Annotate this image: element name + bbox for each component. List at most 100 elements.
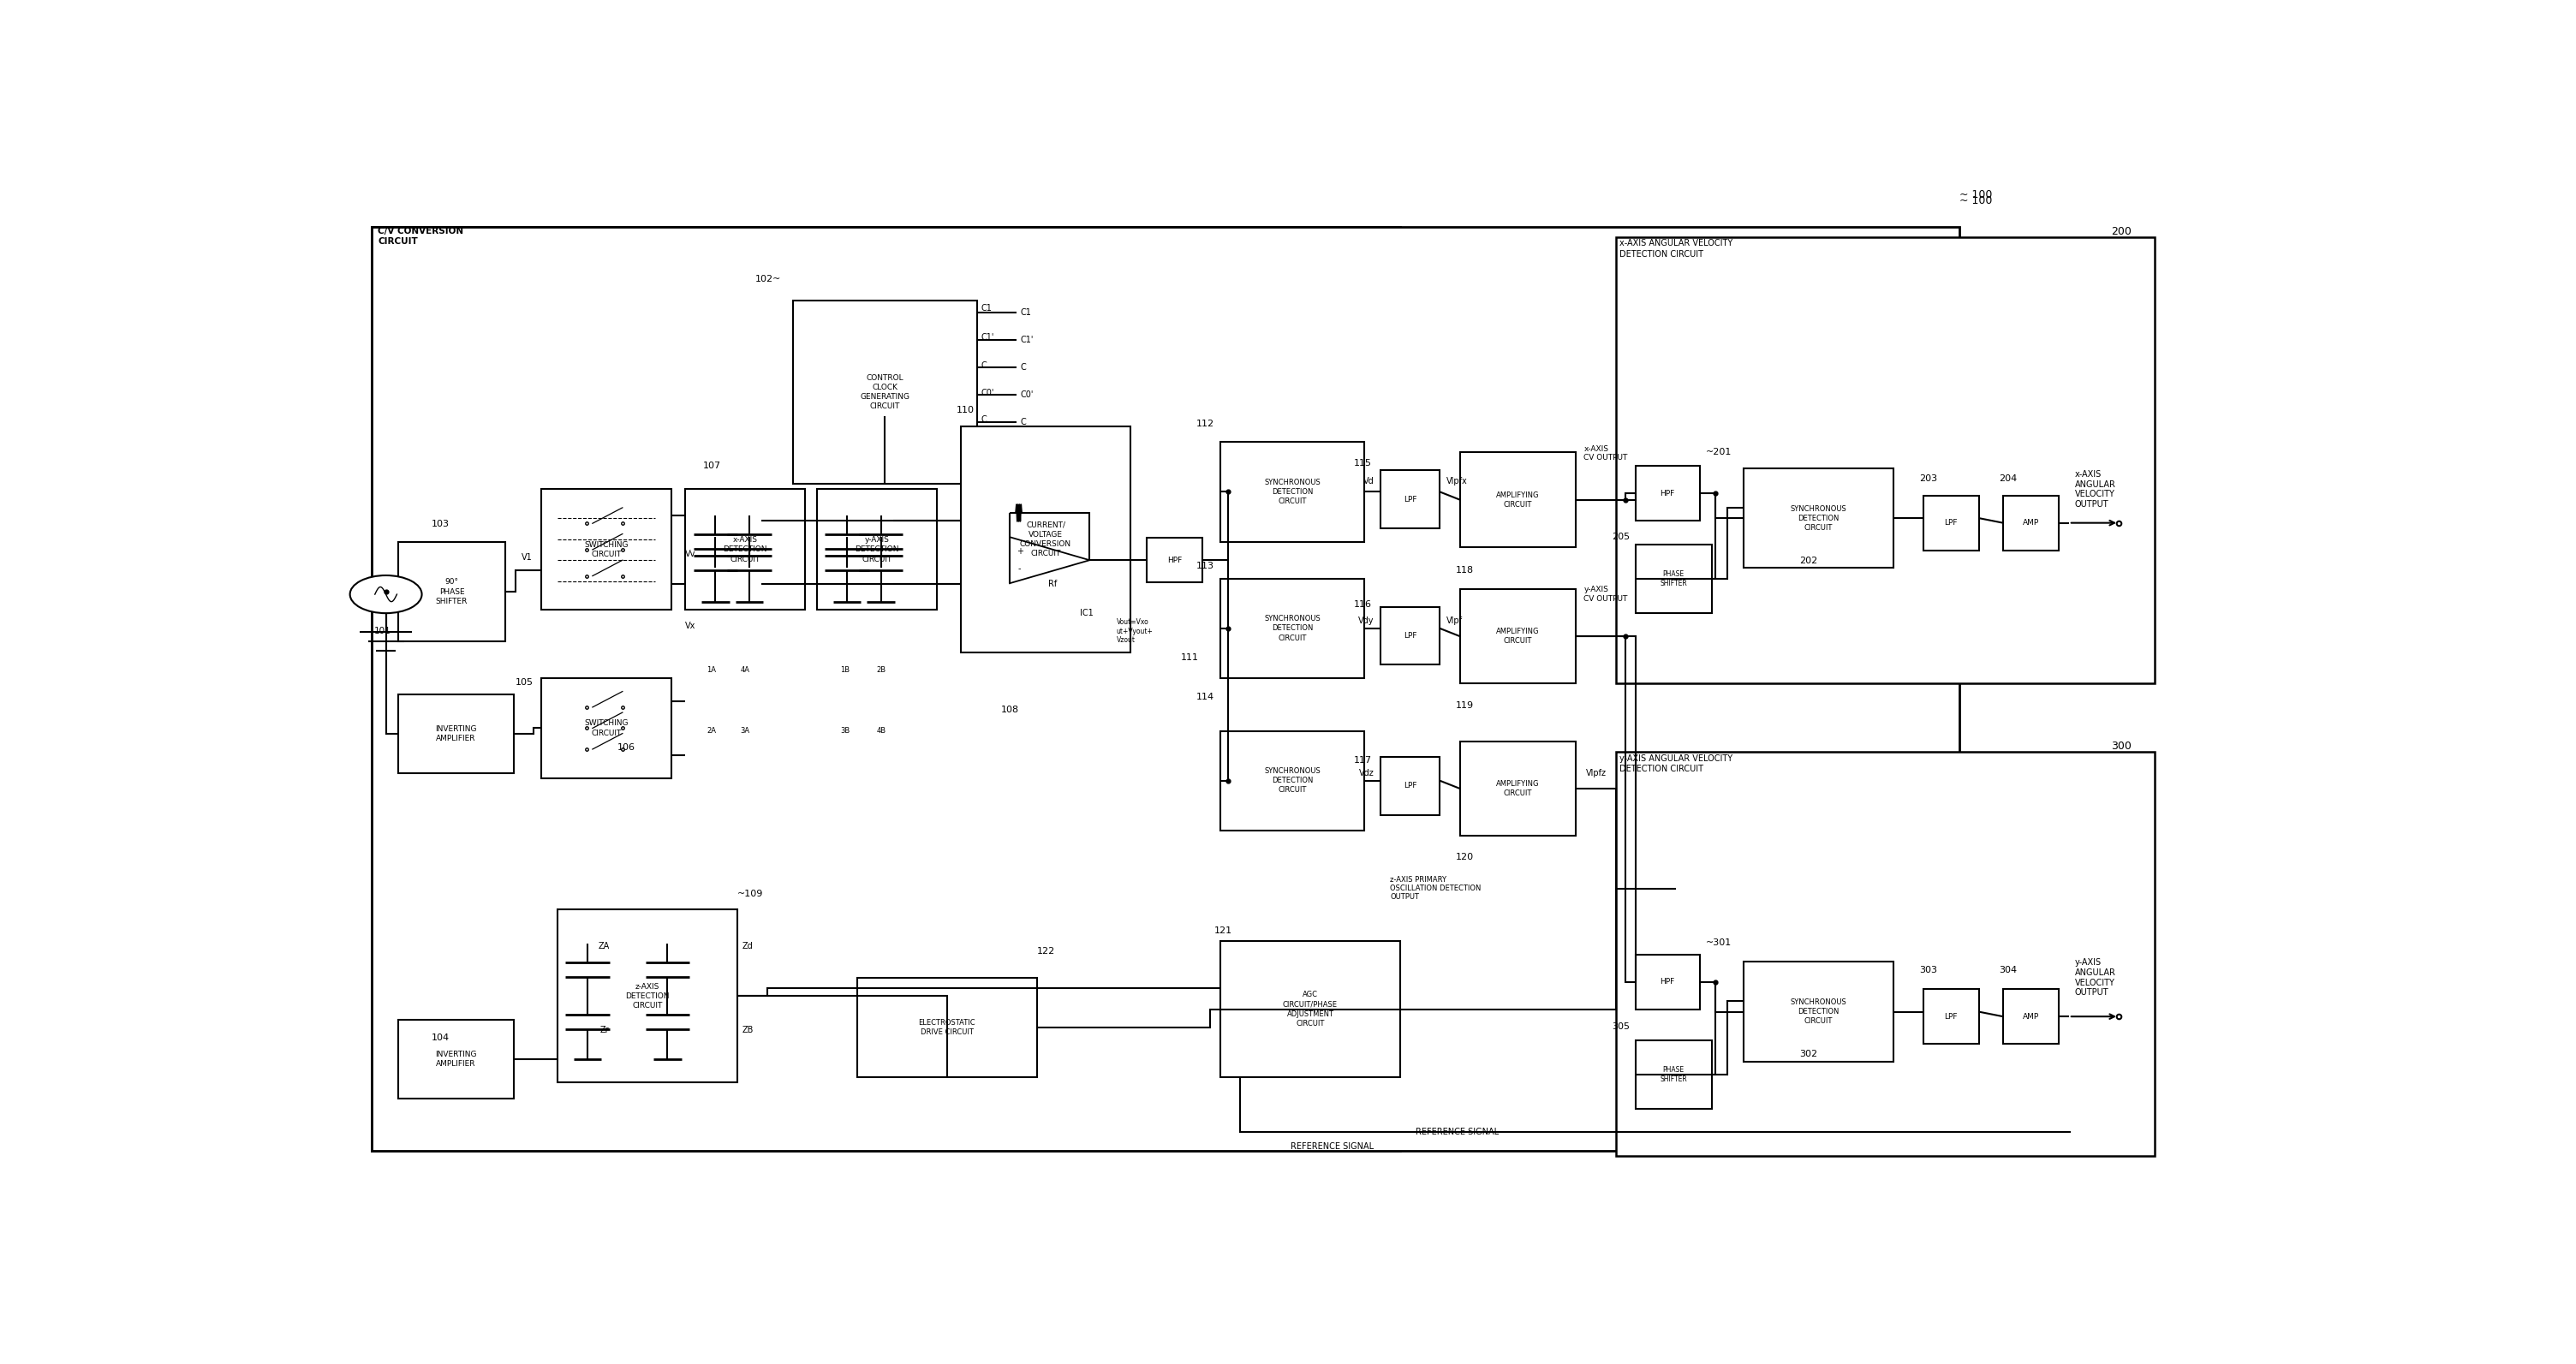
Bar: [1461, 453, 1577, 547]
Text: LPF: LPF: [1404, 632, 1417, 640]
Text: y-AXIS
CV OUTPUT: y-AXIS CV OUTPUT: [1584, 587, 1628, 603]
Text: AMP: AMP: [2022, 1012, 2040, 1020]
Text: SYNCHRONOUS
DETECTION
CIRCUIT: SYNCHRONOUS DETECTION CIRCUIT: [1265, 768, 1321, 794]
Bar: [858, 978, 1036, 1078]
Text: 110: 110: [956, 406, 974, 415]
Text: 103: 103: [433, 520, 451, 528]
Text: 3A: 3A: [739, 727, 750, 735]
Text: 104: 104: [433, 1034, 451, 1042]
Text: Vlpfx: Vlpfx: [1445, 476, 1468, 486]
Text: x-AXIS ANGULAR VELOCITY
DETECTION CIRCUIT: x-AXIS ANGULAR VELOCITY DETECTION CIRCUI…: [1620, 239, 1734, 259]
Bar: [1924, 495, 1978, 550]
Text: 111: 111: [1180, 653, 1198, 662]
Text: ZB: ZB: [742, 1026, 752, 1034]
Bar: [1744, 468, 1893, 567]
Text: 112: 112: [1195, 420, 1213, 428]
Text: Vv: Vv: [685, 550, 696, 559]
Text: +: +: [1018, 547, 1023, 557]
Text: y-AXIS ANGULAR VELOCITY
DETECTION CIRCUIT: y-AXIS ANGULAR VELOCITY DETECTION CIRCUI…: [1620, 754, 1734, 773]
Text: 114: 114: [1195, 693, 1213, 701]
Text: INVERTING
AMPLIFIER: INVERTING AMPLIFIER: [435, 1050, 477, 1068]
Text: 115: 115: [1355, 458, 1373, 468]
Text: z-AXIS PRIMARY
OSCILLATION DETECTION
OUTPUT: z-AXIS PRIMARY OSCILLATION DETECTION OUT…: [1391, 876, 1481, 902]
Text: 202: 202: [1798, 557, 1819, 565]
Text: C: C: [1020, 417, 1025, 427]
Text: REFERENCE SIGNAL: REFERENCE SIGNAL: [1417, 1128, 1499, 1136]
Bar: [397, 542, 505, 641]
Text: LPF: LPF: [1404, 495, 1417, 503]
Text: SYNCHRONOUS
DETECTION
CIRCUIT: SYNCHRONOUS DETECTION CIRCUIT: [1265, 479, 1321, 505]
Bar: [1461, 589, 1577, 683]
Bar: [397, 1020, 513, 1098]
Text: LPF: LPF: [1945, 1012, 1958, 1020]
Text: AGC
CIRCUIT/PHASE
ADJUSTMENT
CIRCUIT: AGC CIRCUIT/PHASE ADJUSTMENT CIRCUIT: [1283, 992, 1337, 1027]
Text: 305: 305: [1613, 1023, 1631, 1031]
Text: 118: 118: [1455, 566, 1473, 574]
Text: 101: 101: [374, 627, 392, 636]
Text: 119: 119: [1455, 701, 1473, 709]
Text: 2A: 2A: [706, 727, 716, 735]
Text: Vlpfz: Vlpfz: [1587, 768, 1607, 777]
Text: PHASE
SHIFTER: PHASE SHIFTER: [1659, 1067, 1687, 1083]
Text: 1A: 1A: [706, 666, 716, 674]
Text: HPF: HPF: [1659, 490, 1674, 498]
Text: 120: 120: [1455, 852, 1473, 861]
Text: C1': C1': [1020, 336, 1033, 344]
Text: 90°
PHASE
SHIFTER: 90° PHASE SHIFTER: [435, 578, 469, 606]
Text: 106: 106: [618, 743, 636, 752]
Text: 102~: 102~: [755, 276, 781, 284]
Bar: [1615, 752, 2154, 1157]
Bar: [961, 426, 1131, 652]
Text: 116: 116: [1355, 600, 1373, 610]
Bar: [685, 490, 806, 610]
Text: 300: 300: [2110, 741, 2130, 752]
Bar: [1381, 607, 1440, 664]
Text: Zr: Zr: [600, 1026, 611, 1034]
Text: ~ 100: ~ 100: [1958, 190, 1991, 201]
Text: ELECTROSTATIC
DRIVE CIRCUIT: ELECTROSTATIC DRIVE CIRCUIT: [920, 1019, 976, 1037]
Bar: [371, 226, 1401, 1151]
Bar: [1381, 757, 1440, 814]
Bar: [1744, 962, 1893, 1061]
Text: PHASE
SHIFTER: PHASE SHIFTER: [1659, 570, 1687, 588]
Text: CURRENT/
VOLTAGE
CONVERSION
CIRCUIT: CURRENT/ VOLTAGE CONVERSION CIRCUIT: [1020, 521, 1072, 558]
Text: 113: 113: [1195, 562, 1213, 570]
Text: HPF: HPF: [1167, 557, 1182, 563]
Text: C: C: [981, 416, 987, 424]
Circle shape: [350, 576, 422, 614]
Text: 4B: 4B: [876, 727, 886, 735]
Text: ~301: ~301: [1705, 938, 1731, 947]
Text: C1: C1: [981, 304, 992, 312]
Text: ~201: ~201: [1705, 449, 1731, 457]
Text: Vx: Vx: [685, 622, 696, 630]
Text: HPF: HPF: [1659, 978, 1674, 986]
Text: LPF: LPF: [1945, 520, 1958, 527]
Text: Vd: Vd: [1363, 476, 1373, 486]
Bar: [1221, 941, 1401, 1078]
Text: C1: C1: [1020, 308, 1033, 316]
Text: 4A: 4A: [739, 666, 750, 674]
Bar: [1221, 731, 1365, 831]
Bar: [371, 226, 1960, 1151]
Text: IC1: IC1: [1079, 608, 1092, 618]
Bar: [397, 694, 513, 773]
Text: AMPLIFYING
CIRCUIT: AMPLIFYING CIRCUIT: [1497, 627, 1540, 645]
Text: SWITCHING
CIRCUIT: SWITCHING CIRCUIT: [585, 542, 629, 558]
Text: ZA: ZA: [598, 943, 611, 951]
Text: C: C: [1020, 363, 1025, 372]
Bar: [1924, 989, 1978, 1043]
Text: SYNCHRONOUS
DETECTION
CIRCUIT: SYNCHRONOUS DETECTION CIRCUIT: [1265, 615, 1321, 642]
Text: Vdy: Vdy: [1358, 617, 1373, 625]
Bar: [556, 910, 737, 1083]
Text: REFERENCE SIGNAL: REFERENCE SIGNAL: [1291, 1143, 1373, 1151]
Text: SYNCHRONOUS
DETECTION
CIRCUIT: SYNCHRONOUS DETECTION CIRCUIT: [1790, 998, 1847, 1026]
Text: x-AXIS
DETECTION
CIRCUIT: x-AXIS DETECTION CIRCUIT: [724, 536, 768, 563]
Text: CONTROL
CLOCK
GENERATING
CIRCUIT: CONTROL CLOCK GENERATING CIRCUIT: [860, 374, 909, 411]
Bar: [1461, 742, 1577, 836]
Text: AMPLIFYING
CIRCUIT: AMPLIFYING CIRCUIT: [1497, 780, 1540, 797]
Bar: [793, 300, 976, 484]
Text: V1: V1: [520, 554, 533, 562]
Text: x-AXIS
CV OUTPUT: x-AXIS CV OUTPUT: [1584, 445, 1628, 462]
Text: Rf: Rf: [1048, 580, 1056, 588]
Bar: [1636, 546, 1710, 614]
